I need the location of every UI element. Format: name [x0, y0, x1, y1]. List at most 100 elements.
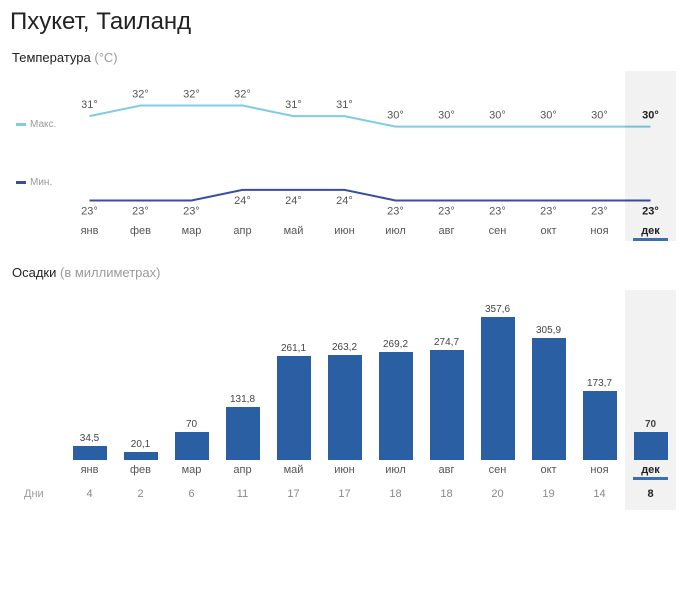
month-cell[interactable]: фев	[115, 221, 166, 237]
day-cell: 18	[370, 488, 421, 500]
month-cell[interactable]: май	[268, 221, 319, 237]
temp-min-label: 23°	[489, 205, 506, 217]
legend-min-label: Мин.	[30, 177, 52, 188]
month-cell[interactable]: ноя	[574, 221, 625, 237]
temp-max-label: 30°	[591, 110, 608, 122]
temp-header-unit: (°C)	[94, 50, 117, 65]
day-cell: 17	[268, 488, 319, 500]
bar-cell[interactable]: 263,2	[319, 290, 370, 460]
bar	[124, 452, 158, 460]
day-cell: 6	[166, 488, 217, 500]
temp-max-label: 31°	[81, 99, 98, 111]
bar-value-label: 357,6	[485, 304, 510, 315]
temp-max-label: 32°	[132, 89, 149, 101]
day-cell: 8	[625, 488, 676, 500]
precip-header-unit: (в миллиметрах)	[60, 265, 160, 280]
temp-max-label: 30°	[438, 110, 455, 122]
month-cell[interactable]: авг	[421, 460, 472, 476]
temp-min-label: 24°	[336, 195, 353, 207]
bar	[73, 446, 107, 460]
temp-max-label: 32°	[183, 89, 200, 101]
month-cell[interactable]: апр	[217, 221, 268, 237]
bar-value-label: 305,9	[536, 325, 561, 336]
temp-max-label: 31°	[285, 99, 302, 111]
month-cell[interactable]: июл	[370, 221, 421, 237]
bar-value-label: 131,8	[230, 394, 255, 405]
legend-min: Мин.	[16, 177, 52, 188]
month-cell[interactable]: июн	[319, 460, 370, 476]
bar-value-label: 269,2	[383, 339, 408, 350]
temp-max-label: 30°	[489, 110, 506, 122]
month-cell[interactable]: мар	[166, 460, 217, 476]
bar-cell[interactable]: 20,1	[115, 290, 166, 460]
legend-max: Макс.	[16, 119, 56, 130]
month-cell[interactable]: сен	[472, 221, 523, 237]
temp-min-label: 23°	[540, 205, 557, 217]
bar-cell[interactable]: 274,7	[421, 290, 472, 460]
bar-cell[interactable]: 173,7	[574, 290, 625, 460]
bar-cell[interactable]: 261,1	[268, 290, 319, 460]
month-cell[interactable]: июл	[370, 460, 421, 476]
bar-value-label: 263,2	[332, 342, 357, 353]
month-cell[interactable]: май	[268, 460, 319, 476]
month-cell[interactable]: ноя	[574, 460, 625, 476]
month-cell[interactable]: окт	[523, 460, 574, 476]
temp-header-label: Температура	[12, 50, 91, 65]
bar-cell[interactable]: 269,2	[370, 290, 421, 460]
bar-cell[interactable]: 34,5	[64, 290, 115, 460]
temp-max-label: 30°	[642, 110, 659, 122]
month-cell[interactable]: сен	[472, 460, 523, 476]
temp-line	[90, 190, 651, 201]
temp-header: Температура (°C)	[12, 50, 690, 65]
bar-cell[interactable]: 131,8	[217, 290, 268, 460]
bar	[226, 407, 260, 460]
temp-line	[90, 106, 651, 127]
month-cell[interactable]: янв	[64, 460, 115, 476]
bar	[175, 432, 209, 460]
bar-value-label: 261,1	[281, 343, 306, 354]
month-cell[interactable]: янв	[64, 221, 115, 237]
bar-value-label: 34,5	[80, 433, 99, 444]
bar-cell[interactable]: 70	[166, 290, 217, 460]
page-title: Пхукет, Таиланд	[10, 8, 690, 36]
temp-min-label: 23°	[642, 205, 659, 217]
month-cell[interactable]: июн	[319, 221, 370, 237]
temp-max-label: 31°	[336, 99, 353, 111]
month-cell[interactable]: окт	[523, 221, 574, 237]
temp-max-label: 30°	[540, 110, 557, 122]
precip-header: Осадки (в миллиметрах)	[12, 265, 690, 280]
month-cell[interactable]: дек	[625, 221, 676, 237]
temp-min-label: 24°	[285, 195, 302, 207]
bar-cell[interactable]: 305,9	[523, 290, 574, 460]
temp-min-label: 23°	[438, 205, 455, 217]
month-cell[interactable]: дек	[625, 460, 676, 476]
legend-min-swatch	[16, 181, 26, 184]
day-cell: 19	[523, 488, 574, 500]
bar-value-label: 70	[186, 419, 197, 430]
days-label: Дни	[24, 488, 44, 500]
temp-max-label: 32°	[234, 89, 251, 101]
bar	[379, 352, 413, 460]
month-cell[interactable]: апр	[217, 460, 268, 476]
temp-min-label: 23°	[591, 205, 608, 217]
temperature-svg: 31° 32° 32° 32° 31° 31° 30° 30° 30° 30° 30° 30° 23° 2…	[64, 71, 676, 221]
bar-cell[interactable]: 70	[625, 290, 676, 460]
precip-header-label: Осадки	[12, 265, 56, 280]
month-cell[interactable]: мар	[166, 221, 217, 237]
temperature-chart: Макс. Мин. 31° 32° 32° 32° 31° 31° 30° 30° 30° 30…	[10, 71, 690, 251]
temp-max-label: 30°	[387, 110, 404, 122]
bar	[328, 355, 362, 460]
bar-value-label: 20,1	[131, 439, 150, 450]
day-cell: 20	[472, 488, 523, 500]
precip-chart: 34,5 20,1 70 131,8 261,1 263,2 269,2 274,7 357,6…	[10, 290, 690, 500]
bar-value-label: 70	[645, 419, 656, 430]
day-cell: 11	[217, 488, 268, 500]
month-cell[interactable]: авг	[421, 221, 472, 237]
temp-min-label: 23°	[81, 205, 98, 217]
temp-min-label: 23°	[183, 205, 200, 217]
day-cell: 4	[64, 488, 115, 500]
months-row: янвфевмарапрмайиюниюлавгсеноктноядек	[64, 221, 676, 237]
bar-cell[interactable]: 357,6	[472, 290, 523, 460]
month-cell[interactable]: фев	[115, 460, 166, 476]
temp-min-label: 23°	[387, 205, 404, 217]
